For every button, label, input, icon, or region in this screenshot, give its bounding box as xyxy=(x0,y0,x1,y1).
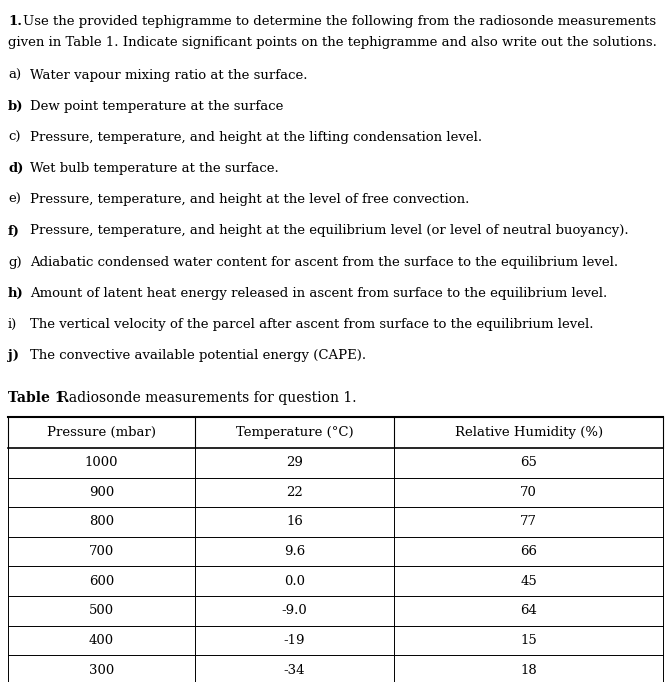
Text: 700: 700 xyxy=(89,545,114,558)
Text: 800: 800 xyxy=(89,516,114,529)
Text: f): f) xyxy=(8,224,20,237)
Text: Radiosonde measurements for question 1.: Radiosonde measurements for question 1. xyxy=(58,391,357,405)
Text: c): c) xyxy=(8,131,21,144)
Text: 900: 900 xyxy=(89,486,114,499)
Text: -34: -34 xyxy=(284,664,305,677)
Text: Table 1.: Table 1. xyxy=(8,391,69,405)
Text: 77: 77 xyxy=(520,516,537,529)
Text: 64: 64 xyxy=(520,604,537,617)
Text: 1000: 1000 xyxy=(85,456,118,469)
Text: a): a) xyxy=(8,69,21,82)
Text: 18: 18 xyxy=(520,664,537,677)
Text: -19: -19 xyxy=(284,634,305,647)
Text: 45: 45 xyxy=(520,575,537,588)
Text: 400: 400 xyxy=(89,634,114,647)
Text: 66: 66 xyxy=(520,545,537,558)
Text: 600: 600 xyxy=(89,575,114,588)
Text: Adiabatic condensed water content for ascent from the surface to the equilibrium: Adiabatic condensed water content for as… xyxy=(30,256,618,269)
Text: The convective available potential energy (CAPE).: The convective available potential energ… xyxy=(30,349,366,362)
Text: Water vapour mixing ratio at the surface.: Water vapour mixing ratio at the surface… xyxy=(30,69,308,82)
Text: Amount of latent heat energy released in ascent from surface to the equilibrium : Amount of latent heat energy released in… xyxy=(30,286,607,300)
Text: Wet bulb temperature at the surface.: Wet bulb temperature at the surface. xyxy=(30,162,279,175)
Text: h): h) xyxy=(8,286,23,300)
Text: 0.0: 0.0 xyxy=(284,575,305,588)
Text: 22: 22 xyxy=(287,486,303,499)
Text: i): i) xyxy=(8,318,17,331)
Text: 16: 16 xyxy=(286,516,303,529)
Text: -9.0: -9.0 xyxy=(282,604,307,617)
Text: The vertical velocity of the parcel after ascent from surface to the equilibrium: The vertical velocity of the parcel afte… xyxy=(30,318,594,331)
Text: 1.: 1. xyxy=(8,15,22,28)
Text: Use the provided tephigramme to determine the following from the radiosonde meas: Use the provided tephigramme to determin… xyxy=(23,15,656,28)
Text: 300: 300 xyxy=(89,664,114,677)
Text: g): g) xyxy=(8,256,21,269)
Text: 500: 500 xyxy=(89,604,114,617)
Text: given in Table 1. Indicate significant points on the tephigramme and also write : given in Table 1. Indicate significant p… xyxy=(8,36,657,50)
Text: Relative Humidity (%): Relative Humidity (%) xyxy=(455,426,603,439)
Text: Pressure, temperature, and height at the equilibrium level (or level of neutral : Pressure, temperature, and height at the… xyxy=(30,224,629,237)
Text: Temperature (°C): Temperature (°C) xyxy=(236,426,354,439)
Text: 9.6: 9.6 xyxy=(284,545,305,558)
Text: e): e) xyxy=(8,193,21,207)
Text: 29: 29 xyxy=(286,456,303,469)
Text: 70: 70 xyxy=(520,486,537,499)
Text: Pressure, temperature, and height at the level of free convection.: Pressure, temperature, and height at the… xyxy=(30,193,470,207)
Text: Pressure, temperature, and height at the lifting condensation level.: Pressure, temperature, and height at the… xyxy=(30,131,482,144)
Text: 15: 15 xyxy=(520,634,537,647)
Text: j): j) xyxy=(8,349,19,362)
Text: b): b) xyxy=(8,100,23,113)
Text: Pressure (mbar): Pressure (mbar) xyxy=(47,426,156,439)
Text: d): d) xyxy=(8,162,23,175)
Text: Dew point temperature at the surface: Dew point temperature at the surface xyxy=(30,100,284,113)
Text: 65: 65 xyxy=(520,456,537,469)
